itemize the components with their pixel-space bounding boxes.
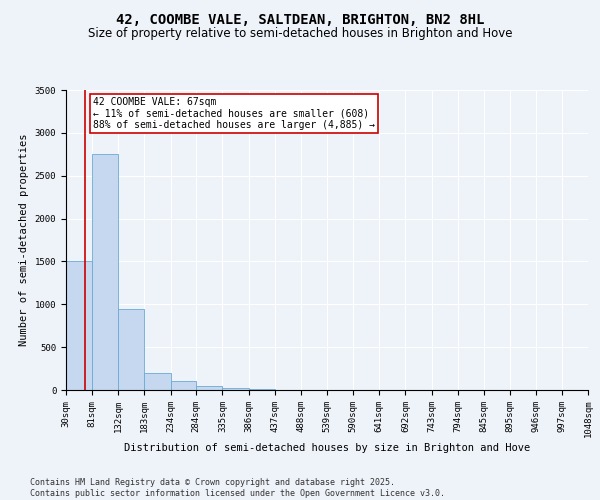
X-axis label: Distribution of semi-detached houses by size in Brighton and Hove: Distribution of semi-detached houses by …	[124, 443, 530, 453]
Bar	[118, 308, 145, 390]
Bar	[196, 386, 223, 390]
Y-axis label: Number of semi-detached properties: Number of semi-detached properties	[19, 134, 29, 346]
Bar	[170, 382, 196, 390]
Bar	[145, 373, 170, 390]
Bar	[223, 388, 248, 390]
Text: Contains HM Land Registry data © Crown copyright and database right 2025.
Contai: Contains HM Land Registry data © Crown c…	[30, 478, 445, 498]
Bar	[66, 262, 92, 390]
Text: 42 COOMBE VALE: 67sqm
← 11% of semi-detached houses are smaller (608)
88% of sem: 42 COOMBE VALE: 67sqm ← 11% of semi-deta…	[92, 97, 374, 130]
Text: 42, COOMBE VALE, SALTDEAN, BRIGHTON, BN2 8HL: 42, COOMBE VALE, SALTDEAN, BRIGHTON, BN2…	[116, 12, 484, 26]
Text: Size of property relative to semi-detached houses in Brighton and Hove: Size of property relative to semi-detach…	[88, 28, 512, 40]
Bar	[92, 154, 118, 390]
